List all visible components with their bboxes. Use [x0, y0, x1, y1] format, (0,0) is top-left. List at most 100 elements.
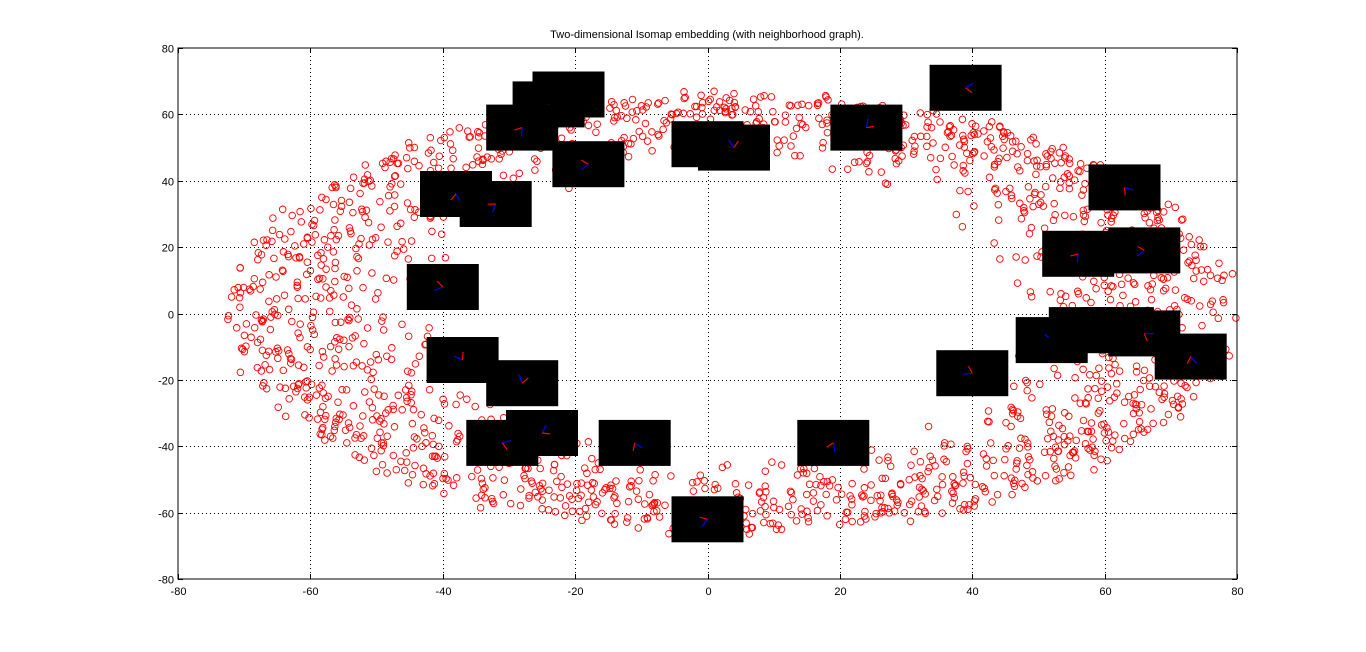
data-point [654, 99, 663, 107]
data-point [813, 506, 822, 515]
thumbnail-image [929, 64, 1002, 111]
data-point [662, 118, 671, 127]
data-point [805, 480, 814, 489]
data-point [453, 436, 462, 444]
data-point [1009, 406, 1018, 415]
data-point [1112, 380, 1121, 388]
thumbnail-stroke [965, 82, 974, 89]
data-point [964, 445, 972, 453]
data-point [474, 144, 483, 152]
data-point [1191, 251, 1199, 259]
data-point [390, 423, 399, 431]
data-point [1065, 179, 1073, 187]
data-point [1008, 490, 1016, 499]
data-point [982, 462, 991, 470]
data-point [421, 428, 429, 437]
data-point [303, 343, 312, 351]
data-point [637, 102, 646, 110]
data-point [1060, 432, 1068, 441]
data-point [823, 116, 831, 124]
data-point [910, 132, 919, 141]
data-point [651, 471, 659, 479]
data-point [906, 517, 915, 526]
data-point [1083, 427, 1092, 436]
data-point [332, 418, 340, 426]
data-point [634, 495, 643, 503]
data-point [297, 218, 306, 226]
thumbnail-stroke [1186, 356, 1192, 365]
data-point [379, 313, 387, 321]
data-point [590, 479, 599, 488]
data-point [249, 282, 257, 291]
data-point [409, 405, 418, 414]
thumbnail-stroke [634, 442, 643, 449]
data-point [634, 524, 643, 532]
data-point [730, 89, 738, 98]
data-point [1097, 218, 1105, 227]
data-point [331, 258, 340, 267]
data-point [275, 230, 284, 239]
data-point [929, 139, 937, 147]
data-point [389, 401, 397, 410]
data-point [288, 317, 296, 326]
data-point [349, 208, 357, 217]
data-point [1192, 267, 1200, 275]
data-point [358, 205, 366, 213]
data-point [424, 149, 433, 157]
data-point [1016, 414, 1025, 423]
data-point [429, 440, 437, 449]
data-point [823, 512, 831, 520]
data-point [861, 507, 869, 516]
data-point [964, 187, 972, 196]
data-point [374, 289, 382, 297]
data-point [284, 305, 293, 314]
x-tick-label: 20 [834, 586, 846, 598]
data-point [352, 430, 361, 439]
data-point [1196, 302, 1204, 310]
data-point [326, 342, 335, 351]
data-point [990, 471, 999, 480]
data-point [1095, 364, 1103, 372]
data-point [398, 406, 406, 414]
data-point [1057, 290, 1065, 298]
data-point [440, 489, 448, 498]
data-point [772, 525, 781, 533]
data-point [1066, 432, 1074, 440]
data-point [704, 97, 713, 106]
data-point [923, 110, 932, 119]
data-point [1065, 172, 1073, 180]
data-point [1145, 374, 1154, 382]
data-point [561, 502, 570, 510]
data-point [847, 495, 856, 503]
data-point [967, 131, 975, 140]
data-point [253, 338, 262, 347]
data-point [907, 497, 916, 505]
data-point [1097, 387, 1106, 395]
data-point [755, 489, 764, 497]
data-point [268, 308, 276, 316]
data-point [330, 225, 338, 234]
thumbnail-image [1088, 164, 1161, 211]
data-point [440, 452, 449, 461]
data-point [1131, 400, 1140, 408]
data-point [817, 501, 825, 509]
data-point [398, 237, 406, 246]
data-point [1065, 159, 1074, 168]
data-point [404, 332, 413, 340]
thumbnail-image [486, 104, 559, 151]
data-point [878, 474, 886, 483]
data-point [761, 467, 770, 475]
data-point [339, 293, 348, 301]
data-point [908, 136, 916, 145]
data-point [659, 125, 667, 134]
data-point [865, 168, 873, 176]
data-point [322, 411, 330, 420]
data-point [924, 118, 932, 126]
data-point [553, 477, 561, 486]
thumbnail-stroke [1137, 245, 1145, 251]
data-point [1198, 321, 1206, 330]
data-point [1096, 406, 1104, 415]
data-point [1020, 208, 1029, 217]
y-tick-label: -40 [158, 442, 174, 454]
data-point [1023, 386, 1031, 395]
